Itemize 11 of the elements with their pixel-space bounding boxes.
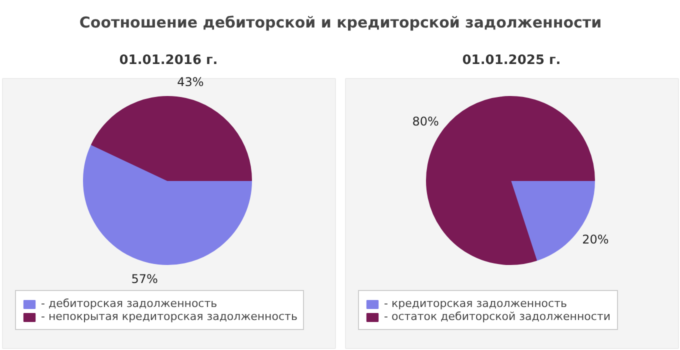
chart-subtitle: 01.01.2016 г. xyxy=(119,53,218,68)
data-label: 43% xyxy=(177,75,204,90)
text: Соотношение дебиторской и кредиторской задолженности xyxy=(79,14,602,32)
chart-subtitle: 01.01.2025 г. xyxy=(462,53,561,68)
data-label: 80% xyxy=(412,114,439,128)
legend-label: - дебиторская задолженность xyxy=(41,297,218,310)
data-label: 20% xyxy=(582,232,609,247)
legend-label: - остаток дебиторской задолженности xyxy=(384,310,611,323)
legend-label: - кредиторская задолженность xyxy=(384,297,567,310)
data-label: 57% xyxy=(131,272,158,286)
legend-label: - непокрытая кредиторская задолженность xyxy=(41,310,298,323)
